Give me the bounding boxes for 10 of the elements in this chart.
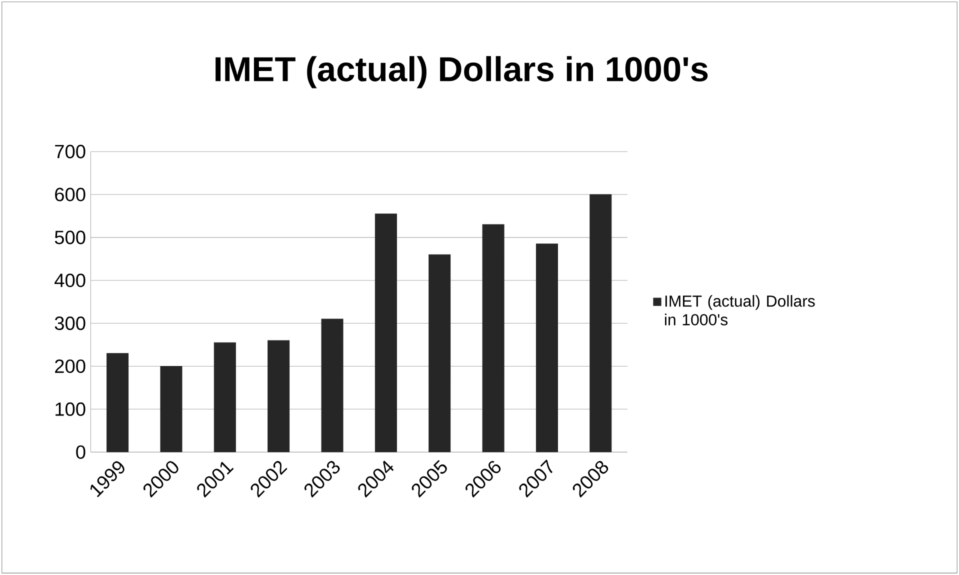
- chart-title: IMET (actual) Dollars in 1000's: [216, 56, 708, 88]
- y-tick-label: 200: [55, 359, 86, 374]
- legend-label: IMET (actual) Dollars in 1000's: [665, 295, 815, 326]
- y-tick-label: 400: [54, 274, 86, 288]
- y-tick-label: 100: [56, 402, 86, 416]
- y-tick-label: 0: [76, 445, 86, 459]
- y-tick-label: 300: [54, 316, 86, 330]
- y-tick-label: 700: [55, 144, 86, 158]
- y-tick-label: 600: [55, 188, 86, 202]
- y-tick-label: 500: [54, 230, 86, 244]
